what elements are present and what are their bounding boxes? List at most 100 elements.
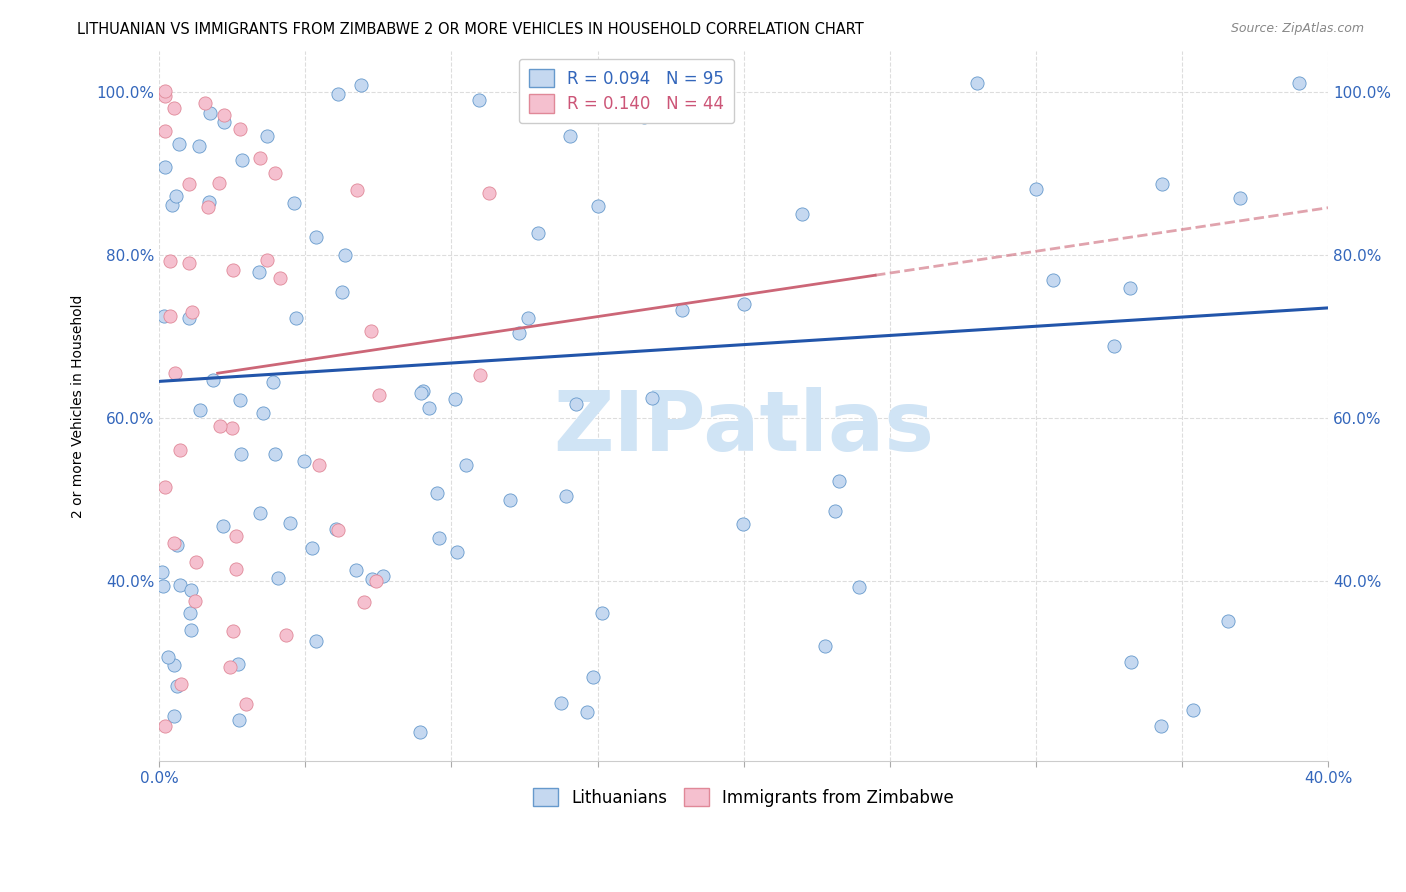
Point xyxy=(163,658,186,673)
Point xyxy=(157,650,180,665)
Point xyxy=(412,384,434,398)
Point xyxy=(828,474,851,488)
Point xyxy=(208,418,231,433)
Point xyxy=(640,391,662,405)
Point xyxy=(326,523,349,537)
Point xyxy=(364,574,387,588)
Point xyxy=(163,708,186,723)
Point xyxy=(304,633,326,648)
Point xyxy=(267,571,290,585)
Point xyxy=(427,531,450,545)
Point xyxy=(426,486,449,500)
Point xyxy=(264,167,287,181)
Point xyxy=(262,375,284,389)
Point xyxy=(180,305,202,319)
Point xyxy=(1288,76,1310,90)
Point xyxy=(499,492,522,507)
Point xyxy=(1119,281,1142,295)
Point xyxy=(269,270,291,285)
Point xyxy=(285,311,308,326)
Point xyxy=(1102,339,1125,353)
Point xyxy=(443,392,465,406)
Point xyxy=(446,545,468,559)
Point xyxy=(231,153,253,168)
Point xyxy=(1229,191,1251,205)
Point xyxy=(301,541,323,556)
Point xyxy=(344,563,367,577)
Point xyxy=(247,264,270,278)
Point xyxy=(418,401,440,415)
Point xyxy=(153,480,176,494)
Point xyxy=(330,285,353,299)
Point xyxy=(184,555,207,569)
Point xyxy=(179,310,201,325)
Point xyxy=(163,366,186,380)
Point xyxy=(308,458,330,473)
Legend: Lithuanians, Immigrants from Zimbabwe: Lithuanians, Immigrants from Zimbabwe xyxy=(523,778,965,817)
Point xyxy=(350,78,373,92)
Point xyxy=(283,195,305,210)
Point xyxy=(478,186,501,200)
Point xyxy=(229,393,252,408)
Point xyxy=(256,253,278,268)
Point xyxy=(1216,614,1239,628)
Point xyxy=(228,713,250,727)
Point xyxy=(153,719,176,733)
Point xyxy=(201,373,224,387)
Point xyxy=(152,579,174,593)
Point xyxy=(1150,718,1173,732)
Point xyxy=(198,195,221,210)
Point xyxy=(218,660,240,674)
Point xyxy=(150,565,173,579)
Point xyxy=(335,248,357,262)
Point xyxy=(165,188,187,202)
Point xyxy=(197,200,219,214)
Point xyxy=(198,106,221,120)
Point xyxy=(169,443,191,458)
Point xyxy=(163,101,186,115)
Point xyxy=(824,504,846,518)
Point xyxy=(731,517,754,532)
Point xyxy=(361,573,384,587)
Point xyxy=(353,595,375,609)
Point xyxy=(167,136,190,151)
Point xyxy=(517,310,540,325)
Point xyxy=(225,562,247,576)
Point xyxy=(733,297,755,311)
Point xyxy=(249,151,271,165)
Point xyxy=(470,368,492,383)
Point xyxy=(162,198,184,212)
Point xyxy=(671,302,693,317)
Point xyxy=(252,406,274,420)
Point xyxy=(169,578,191,592)
Point xyxy=(194,95,217,110)
Point xyxy=(305,230,328,244)
Point xyxy=(508,326,530,341)
Point xyxy=(848,580,870,594)
Point xyxy=(550,696,572,710)
Point xyxy=(256,129,278,144)
Point xyxy=(1042,272,1064,286)
Point xyxy=(179,606,201,620)
Point xyxy=(180,582,202,597)
Point xyxy=(231,447,253,461)
Point xyxy=(575,705,598,719)
Text: LITHUANIAN VS IMMIGRANTS FROM ZIMBABWE 2 OR MORE VEHICLES IN HOUSEHOLD CORRELATI: LITHUANIAN VS IMMIGRANTS FROM ZIMBABWE 2… xyxy=(77,22,865,37)
Point xyxy=(211,519,233,533)
Point xyxy=(153,161,176,175)
Point xyxy=(163,535,186,549)
Point xyxy=(591,606,613,620)
Text: Source: ZipAtlas.com: Source: ZipAtlas.com xyxy=(1230,22,1364,36)
Point xyxy=(153,309,176,323)
Point xyxy=(582,670,605,684)
Point xyxy=(586,199,609,213)
Point xyxy=(225,528,247,542)
Point xyxy=(1025,182,1047,196)
Point xyxy=(221,421,243,435)
Point xyxy=(360,324,382,338)
Point xyxy=(790,207,813,221)
Point xyxy=(214,114,236,128)
Point xyxy=(177,178,200,192)
Y-axis label: 2 or more Vehicles in Household: 2 or more Vehicles in Household xyxy=(72,294,86,517)
Point xyxy=(1182,703,1205,717)
